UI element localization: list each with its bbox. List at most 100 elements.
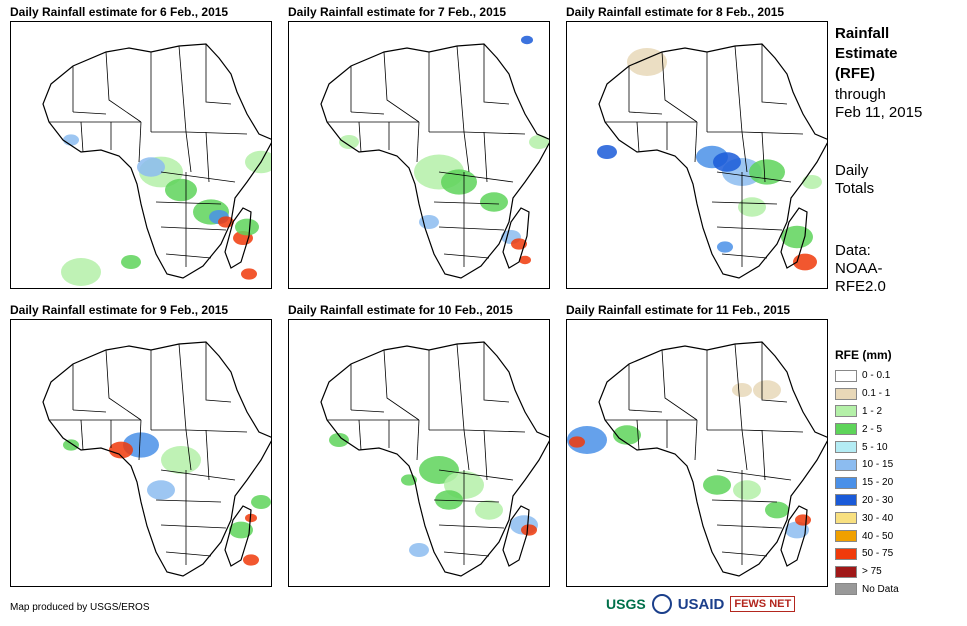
legend-item: 30 - 40 [835,509,899,527]
country-border [716,524,783,529]
country-border [433,499,500,503]
legend-swatch [835,547,857,560]
legend-title: RFE (mm) [835,348,892,362]
panel-title: Daily Rainfall estimate for 6 Feb., 2015 [10,5,229,19]
legend-item: 0 - 0.1 [835,367,899,385]
legend-label: 5 - 10 [862,441,888,453]
country-border [438,226,505,231]
country-border [185,429,248,433]
rainfall-map [566,21,828,289]
country-border [72,409,107,413]
rain-area [63,439,79,451]
legend-label: 2 - 5 [862,423,883,435]
usgs-logo: USGS [606,596,646,612]
totals-line: Totals [835,180,875,197]
rain-area [733,480,761,500]
country-border [463,131,470,173]
country-border [734,45,743,133]
country-border [80,419,84,451]
madagascar-outline [224,505,252,567]
rain-area [165,178,197,202]
madagascar-outline [224,207,252,269]
legend-item: 40 - 50 [835,527,899,545]
country-border [463,429,470,471]
continent-outline [598,341,827,577]
country-border [716,226,783,231]
country-border [350,409,385,413]
country-border [483,44,510,105]
totals-line: Daily [835,162,869,179]
legend-swatch [835,530,857,543]
rain-area [480,192,508,212]
panel-title: Daily Rainfall estimate for 9 Feb., 2015 [10,303,229,317]
rain-area [713,152,741,172]
rain-area [569,436,585,448]
country-border [711,499,778,503]
title-line: Estimate [835,45,898,62]
rain-area [529,135,549,149]
country-border [358,121,362,153]
country-border [160,171,236,183]
legend-swatch [835,565,857,578]
country-border [185,131,192,173]
map-panel-4: Daily Rainfall estimate for 9 Feb., 2015 [10,303,272,587]
rain-area [627,48,667,76]
rain-area [147,480,175,500]
rain-area [802,175,822,189]
rain-area [519,255,531,265]
usaid-logo: USAID [677,595,725,613]
legend-swatch [835,494,857,507]
panel-title: Daily Rainfall estimate for 10 Feb., 201… [288,303,513,317]
country-border [205,342,232,403]
country-border [105,349,142,421]
legend-swatch [835,512,857,525]
country-border [138,121,142,163]
country-border [438,524,505,529]
country-border [483,429,488,481]
madagascar-outline [780,505,808,567]
map-panel-2: Daily Rainfall estimate for 7 Feb., 2015 [288,5,550,289]
rainfall-map [566,319,828,587]
fews-net-logo: FEWS NET [730,596,796,612]
country-border [483,131,488,183]
country-border [711,201,778,205]
country-border [438,171,514,183]
legend-swatch [835,405,857,418]
country-border [694,419,698,461]
rain-area [137,157,165,177]
legend: RFE (mm) 0 - 0.1 0.1 - 1 1 - 2 2 - 5 5 - 10 1… [835,348,899,598]
country-border [628,409,663,413]
map-credit: Map produced by USGS/EROS [10,602,150,613]
title-line: (RFE) [835,65,875,82]
country-border [358,419,362,451]
legend-label: 40 - 50 [862,530,894,542]
continent-outline [320,341,549,577]
country-border [165,253,212,259]
country-border [433,201,500,205]
country-border [734,343,743,431]
product-title: Rainfall Estimate (RFE) [835,24,898,84]
country-border [721,253,768,259]
country-border [761,342,788,403]
country-border [741,131,748,173]
madagascar-outline [780,207,808,269]
data-source: Data: NOAA- RFE2.0 [835,242,886,296]
legend-items: 0 - 0.1 0.1 - 1 1 - 2 2 - 5 5 - 10 10 - 15 15 … [835,367,899,598]
country-border [178,343,187,431]
rain-area [597,145,617,159]
country-border [155,201,222,205]
data-line: Data: [835,242,871,259]
country-border [463,429,526,433]
legend-label: No Data [862,583,899,595]
usaid-seal-icon [651,594,672,614]
country-border [383,51,420,123]
panel-title: Daily Rainfall estimate for 8 Feb., 2015 [566,5,785,19]
country-border [636,121,640,153]
country-border [456,343,465,431]
continent-outline [42,43,271,279]
logo-bar: USGS USAID FEWS NET [606,594,796,614]
legend-swatch [835,458,857,471]
map-panel-5: Daily Rainfall estimate for 10 Feb., 201… [288,303,550,587]
map-panel-3: Daily Rainfall estimate for 8 Feb., 2015 [566,5,828,289]
country-border [383,349,420,421]
